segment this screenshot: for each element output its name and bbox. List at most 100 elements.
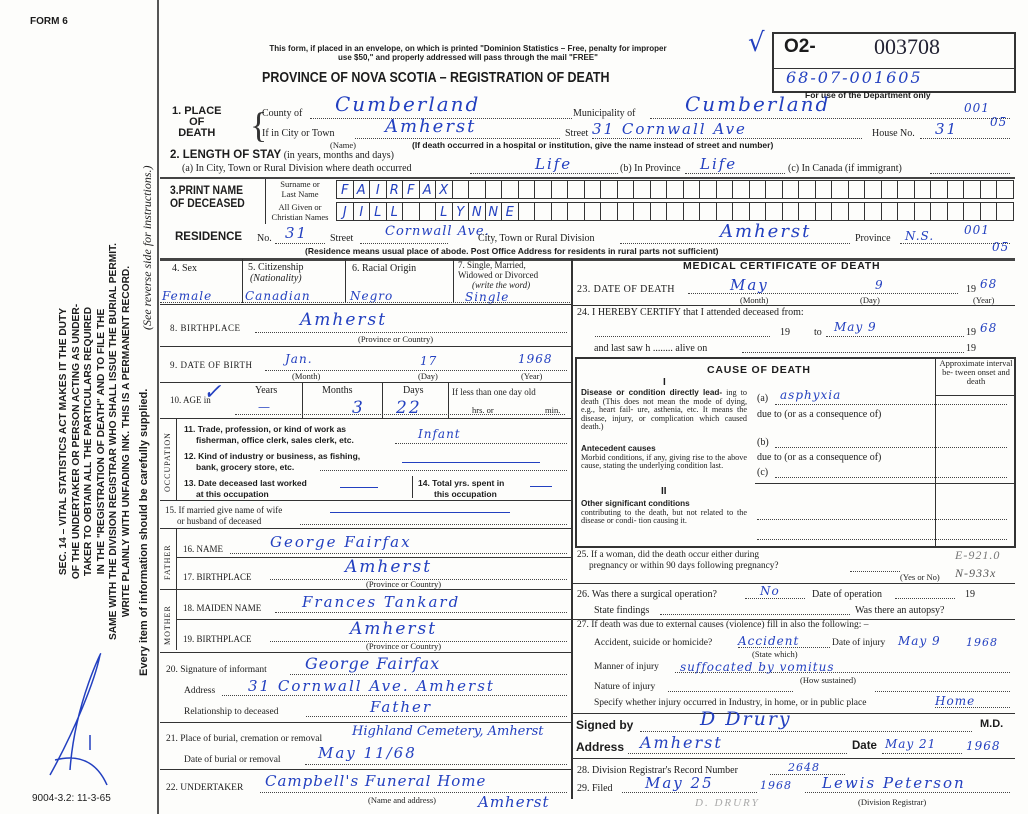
other-title: Other significant conditions (581, 499, 690, 508)
name-letter-box (584, 180, 601, 199)
month-note: (Month) (292, 371, 321, 381)
how-sustained-note: (How sustained) (800, 675, 856, 685)
q27-label: 27. If death was due to external causes … (577, 620, 869, 630)
name-letter-box (469, 180, 486, 199)
side-notice-line: SEC. 14 – VITAL STATISTICS ACT MAKES IT … (58, 307, 69, 576)
county-label: County of (262, 108, 303, 119)
name-letter-box (898, 202, 915, 221)
residence-no-label: No. (257, 233, 272, 244)
initials-mark (49, 653, 108, 786)
name-letter-box (733, 180, 750, 199)
side-notice-line: SAME WITH THE DIVISION REGISTRAR WHO SHA… (108, 243, 120, 640)
cause-a-label: (a) (757, 393, 769, 404)
label-line: 14. Total yrs. spent in (418, 478, 505, 488)
name-letter-box (815, 202, 832, 221)
name-letter-box (881, 180, 898, 199)
birthplace-value: Amherst (300, 310, 388, 330)
province-country-note: (Province or Country) (366, 579, 442, 589)
length-of-stay-label: 2. LENGTH OF STAY (in years, months and … (170, 149, 394, 161)
reg-number: 003708 (874, 34, 940, 59)
brace: { (250, 105, 268, 145)
physician-address-label: Address (576, 740, 625, 754)
name-letter-box (601, 202, 618, 221)
form-number: FORM 6 (30, 16, 68, 27)
injury-year: 1968 (966, 636, 998, 649)
name-letter-box (568, 202, 585, 221)
name-letter-box: L (370, 202, 387, 221)
name-letter-box: E (502, 202, 519, 221)
label-line: Widowed or Divorced (458, 270, 539, 280)
province-country-note: (Province or Country) (358, 334, 434, 344)
accident-label: Accident, suicide or homicide? (594, 638, 713, 648)
name-letter-box (634, 202, 651, 221)
mail-note-line: This form, if placed in an envelope, on … (269, 44, 667, 53)
stay-b-value: Life (700, 155, 738, 173)
day-note: (Day) (860, 295, 880, 305)
name-letter-box (914, 180, 931, 199)
mail-note: This form, if placed in an envelope, on … (218, 44, 718, 62)
county-value: Cumberland (335, 92, 481, 116)
specify-label: Specify whether injury occurred in Indus… (594, 698, 867, 708)
form-code: 9004-3.2: 11-3-65 (32, 793, 111, 804)
q26-label: 26. Was there a surgical operation? (577, 589, 717, 600)
medical-certificate-title: MEDICAL CERTIFICATE OF DEATH (683, 260, 881, 272)
physician-address: Amherst (640, 733, 723, 752)
dod-year: 68 (980, 277, 998, 291)
injury-date: May 9 (898, 634, 941, 648)
operation-date-label: Date of operation (812, 589, 882, 600)
place-code-2: 05 (990, 115, 1008, 129)
name-letter-box (683, 180, 700, 199)
name-letter-box (947, 202, 964, 221)
autopsy-label: Was there an autopsy? (855, 605, 945, 616)
part-2-label: II (661, 486, 667, 497)
label-line: 25. If a woman, did the death occur eith… (577, 550, 760, 560)
cause-of-death-title: CAUSE OF DEATH (707, 364, 811, 376)
dept-only-note: For use of the Department only (805, 90, 931, 100)
name-letter-box (716, 202, 733, 221)
surgical-operation-value: No (760, 584, 780, 598)
name-letter-box (617, 202, 634, 221)
racial-origin-value: Negro (350, 289, 394, 303)
side-notice: SEC. 14 – VITAL STATISTICS ACT MAKES IT … (58, 243, 134, 640)
age-label: 10. AGE in (170, 395, 211, 405)
name-letter-box: L (436, 202, 453, 221)
name-letter-box (881, 202, 898, 221)
name-letter-box (848, 180, 865, 199)
maiden-name: Frances Tankard (302, 593, 461, 611)
name-letter-box (551, 180, 568, 199)
year-note: (Year) (973, 295, 995, 305)
label-line: at this occupation (196, 488, 269, 499)
label-line: All Given or (278, 202, 322, 212)
father-name: George Fairfax (270, 533, 412, 551)
cause-a-value: asphyxia (780, 388, 842, 402)
informant-address-label: Address (184, 686, 216, 696)
cert-date: May 21 (885, 737, 937, 751)
undertaker-value: Campbell's Funeral Home (265, 772, 487, 790)
name-letter-box: I (353, 202, 370, 221)
name-letter-box (683, 202, 700, 221)
name-letter-box (733, 202, 750, 221)
name-letter-box: A (419, 180, 436, 199)
age-check: ✓ (203, 380, 224, 405)
name-letter-box (997, 202, 1014, 221)
burial-place-label: 21. Place of burial, cremation or remova… (166, 734, 323, 744)
residence-street-label: Street (330, 233, 354, 244)
province-country-note: (Province or Country) (366, 641, 442, 651)
label-line: 11. Trade, profession, or kind of work a… (184, 424, 347, 434)
name-letter-box (419, 202, 436, 221)
side-notice-line: OF THE UNDERTAKER OR PERSON ACTING AS UN… (70, 303, 82, 580)
father-birthplace: Amherst (345, 557, 433, 577)
municipality-label: Municipality of (573, 108, 636, 119)
other-conditions-description: Other significant conditions contributing… (581, 499, 747, 526)
father-name-label: 16. NAME (183, 544, 223, 554)
name-letter-box (815, 180, 832, 199)
residence-code-1: 001 (964, 223, 990, 237)
name-letter-box (650, 180, 667, 199)
name-letter-box (799, 202, 816, 221)
name-letter-box (518, 180, 535, 199)
signed-by-label: Signed by (576, 718, 634, 732)
label-line: Last Name (281, 189, 319, 199)
division-registrar-note: (Division Registrar) (858, 797, 927, 807)
label-line: bank, grocery store, etc. (196, 461, 295, 472)
